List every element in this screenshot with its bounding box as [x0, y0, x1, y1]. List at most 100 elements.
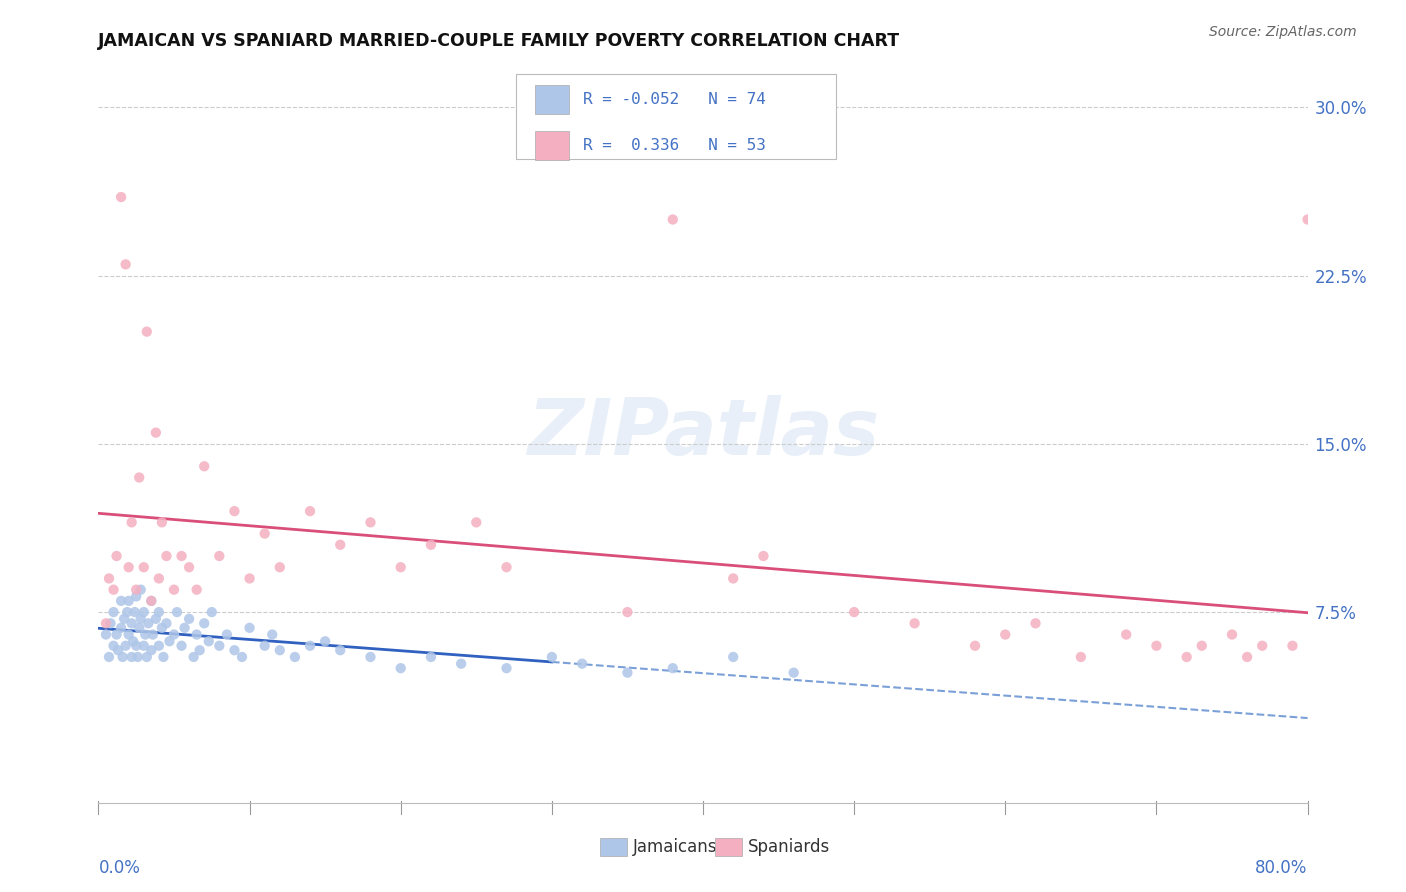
- Point: [224, 643, 246, 657]
- Point: [269, 560, 291, 574]
- Point: [127, 650, 149, 665]
- Point: [148, 605, 170, 619]
- Point: [166, 605, 188, 619]
- Point: [661, 661, 683, 675]
- Text: R = -0.052   N = 74: R = -0.052 N = 74: [583, 92, 766, 107]
- Point: [141, 643, 163, 657]
- Point: [124, 605, 146, 619]
- Point: [571, 657, 593, 671]
- Point: [197, 634, 219, 648]
- Point: [215, 627, 238, 641]
- Point: [1175, 650, 1198, 665]
- Point: [125, 582, 148, 597]
- Point: [145, 612, 167, 626]
- Point: [132, 639, 155, 653]
- Point: [188, 643, 211, 657]
- Point: [904, 616, 927, 631]
- Point: [103, 639, 125, 653]
- Point: [155, 616, 177, 631]
- Point: [495, 560, 517, 574]
- Point: [465, 516, 488, 530]
- Point: [360, 516, 382, 530]
- Point: [284, 650, 307, 665]
- Point: [136, 616, 159, 631]
- Text: ZIPatlas: ZIPatlas: [527, 394, 879, 471]
- Bar: [534, 130, 569, 161]
- Point: [128, 621, 150, 635]
- Point: [98, 650, 121, 665]
- Point: [152, 650, 174, 665]
- Point: [141, 594, 163, 608]
- Point: [148, 571, 170, 585]
- Point: [163, 627, 186, 641]
- Point: [208, 549, 231, 563]
- Point: [183, 650, 205, 665]
- Point: [121, 650, 143, 665]
- Point: [193, 459, 215, 474]
- Text: 80.0%: 80.0%: [1256, 859, 1308, 877]
- Point: [129, 612, 152, 626]
- Text: 0.0%: 0.0%: [98, 859, 141, 877]
- Point: [262, 627, 284, 641]
- Point: [110, 621, 132, 635]
- Point: [239, 621, 262, 635]
- Point: [118, 627, 141, 641]
- Point: [495, 661, 517, 675]
- Point: [122, 634, 145, 648]
- Point: [128, 470, 150, 484]
- Point: [112, 612, 135, 626]
- Point: [125, 590, 148, 604]
- Point: [170, 639, 193, 653]
- Point: [723, 571, 745, 585]
- Point: [329, 538, 352, 552]
- Point: [1115, 627, 1137, 641]
- Point: [132, 560, 155, 574]
- Point: [1024, 616, 1046, 631]
- Text: Source: ZipAtlas.com: Source: ZipAtlas.com: [1209, 25, 1357, 39]
- Point: [616, 605, 638, 619]
- Point: [121, 516, 143, 530]
- Point: [173, 621, 195, 635]
- Point: [94, 627, 117, 641]
- Bar: [534, 85, 569, 114]
- Point: [389, 560, 412, 574]
- Point: [105, 549, 128, 563]
- Point: [360, 650, 382, 665]
- Point: [114, 639, 136, 653]
- Point: [98, 571, 121, 585]
- Point: [103, 582, 125, 597]
- Point: [110, 190, 132, 204]
- Point: [1191, 639, 1213, 653]
- Point: [150, 516, 173, 530]
- Point: [179, 612, 201, 626]
- Point: [150, 621, 173, 635]
- Point: [1144, 639, 1167, 653]
- Point: [752, 549, 775, 563]
- Point: [148, 639, 170, 653]
- Point: [616, 665, 638, 680]
- Point: [389, 661, 412, 675]
- Point: [420, 538, 443, 552]
- Point: [661, 212, 683, 227]
- Point: [994, 627, 1017, 641]
- Point: [329, 643, 352, 657]
- Point: [314, 634, 336, 648]
- Point: [239, 571, 262, 585]
- Point: [129, 582, 152, 597]
- Point: [107, 643, 129, 657]
- Point: [111, 650, 134, 665]
- Point: [155, 549, 177, 563]
- Point: [121, 616, 143, 631]
- Point: [159, 634, 181, 648]
- Point: [163, 582, 186, 597]
- Point: [132, 605, 155, 619]
- Point: [170, 549, 193, 563]
- Point: [1281, 639, 1303, 653]
- Point: [224, 504, 246, 518]
- Point: [94, 616, 117, 631]
- FancyBboxPatch shape: [516, 73, 837, 159]
- Point: [1251, 639, 1274, 653]
- Bar: [716, 838, 742, 856]
- Point: [125, 639, 148, 653]
- Point: [105, 627, 128, 641]
